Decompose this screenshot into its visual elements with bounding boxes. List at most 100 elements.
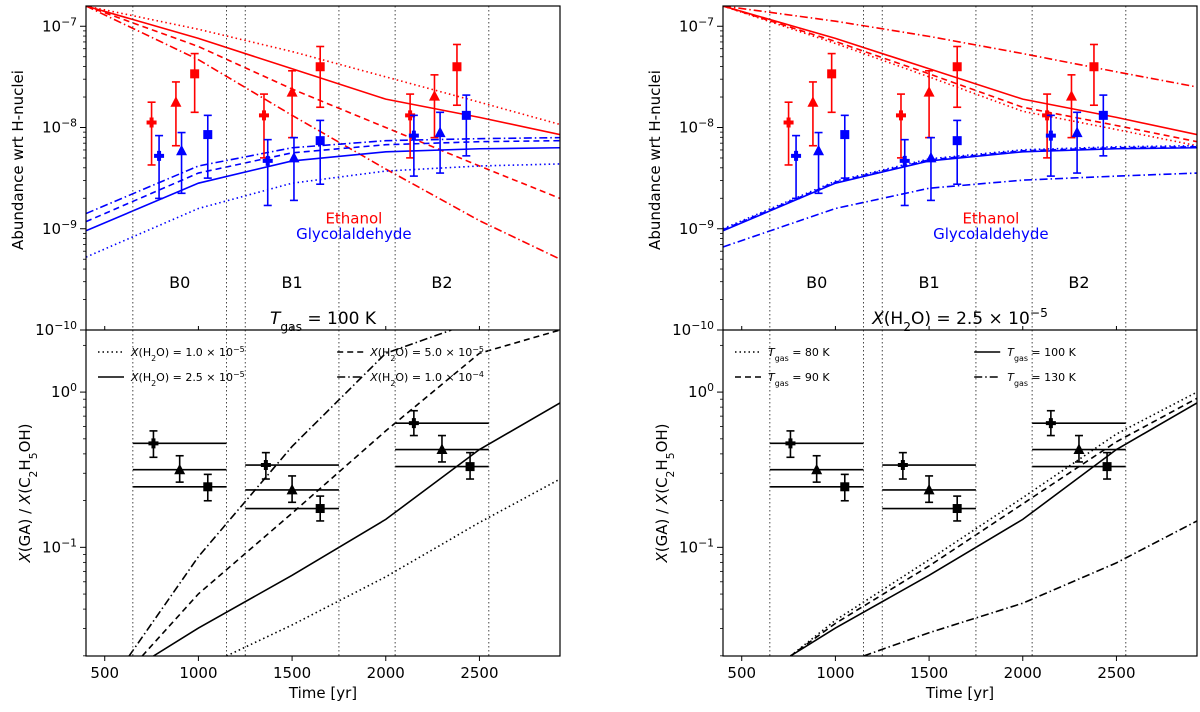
left-glycolaldehyde-obs-5-marker xyxy=(315,136,325,146)
left-legend-label-dashed: X(H2O) = 5.0 × 10−5 xyxy=(369,345,484,363)
right-glycolaldehyde-obs-6-marker xyxy=(1045,130,1056,141)
left-ethanol-obs-7-marker xyxy=(428,90,440,101)
right-glycolaldehyde-obs-0-marker xyxy=(791,150,802,161)
left-top-ytick-tick-label: 10−8 xyxy=(42,116,77,137)
left-ethanol-solid-line xyxy=(86,6,560,136)
left-region-label-B1: B1 xyxy=(282,273,303,292)
left-ratio-obs-1-marker xyxy=(174,463,186,475)
right-glycolaldehyde-obs-2-marker xyxy=(840,130,850,140)
left-legend-label-dotted: X(H2O) = 1.0 × 10−5 xyxy=(130,345,245,363)
left-top-ytick-tick-label: 10−10 xyxy=(35,319,77,340)
right-ethanol-obs-1-marker xyxy=(807,96,819,107)
left-ethanol-obs-2-marker xyxy=(190,69,200,79)
left-ratio-obs-4-marker xyxy=(286,483,298,495)
right-ethanol-dashdot-line xyxy=(723,6,1197,88)
right-top-ylabel: Abundance wrt H-nuclei xyxy=(646,70,664,250)
left-bottom-ylabel: X(GA) / X(C2H5OH) xyxy=(16,423,40,563)
right-region-label-B2: B2 xyxy=(1068,273,1089,292)
right-ratio-solid-line xyxy=(790,402,1197,656)
right-xlabel: Time [yr] xyxy=(925,684,994,702)
left-ratio-obs-3-marker xyxy=(260,460,271,471)
left-glycolaldehyde-obs-7-marker xyxy=(434,126,446,138)
left-legend-label-dashdot: X(H2O) = 1.0 × 10−4 xyxy=(369,370,484,388)
left-ratio-obs-8-marker xyxy=(465,462,475,472)
left-glycolaldehyde-dotted-line xyxy=(86,163,560,258)
left-ethanol-dotted-line xyxy=(86,6,560,126)
right-glycolaldehyde-dashdot-line xyxy=(723,172,1197,248)
left-ethanol-dashdot-line xyxy=(86,6,560,260)
left-bottom-ytick-tick-label: 100 xyxy=(51,381,77,402)
left-ethanol-obs-5-marker xyxy=(315,62,325,72)
left-xlabel: Time [yr] xyxy=(288,684,357,702)
right-glycolaldehyde-obs-7-marker xyxy=(1071,126,1083,138)
right-xtick-label: 500 xyxy=(727,664,756,682)
right-ratio-obs-1-marker xyxy=(811,463,823,475)
right-glycolaldehyde-label: Glycolaldehyde xyxy=(933,225,1049,243)
left-ratio-obs-2-marker xyxy=(203,482,213,492)
left-ratio-solid-line xyxy=(153,402,560,656)
right-bottom-ylabel: X(GA) / X(C2H5OH) xyxy=(653,423,677,563)
right-title: X(H2O) = 2.5 × 10−5 xyxy=(871,306,1048,334)
right-ethanol-solid-line xyxy=(723,6,1197,136)
left-top-ylabel: Abundance wrt H-nuclei xyxy=(9,70,27,250)
left-ratio-obs-7-marker xyxy=(436,443,448,455)
left-glycolaldehyde-obs-4-marker xyxy=(288,151,300,163)
right-bottom-plot-area xyxy=(769,391,1197,656)
right-legend-label-dashed: Tgas = 90 K xyxy=(768,371,830,388)
right-top-ytick-tick-label: 10−9 xyxy=(679,217,714,238)
right-ratio-dashed-line xyxy=(789,397,1197,656)
right-ratio-obs-4-marker xyxy=(923,483,935,495)
right-glycolaldehyde-obs-8-marker xyxy=(1098,110,1108,120)
right-xtick-label: 1000 xyxy=(816,664,854,682)
right-ratio-obs-8-marker xyxy=(1102,462,1112,472)
left-ethanol-label: Ethanol xyxy=(325,210,382,228)
right-bottom-ytick-tick-label: 100 xyxy=(688,381,714,402)
left-title: Tgas = 100 K xyxy=(270,309,377,334)
left-glycolaldehyde-dashed-line xyxy=(86,139,560,223)
right-ratio-obs-3-marker xyxy=(897,460,908,471)
right-xtick-label: 1500 xyxy=(910,664,948,682)
right-ratio-obs-6-marker xyxy=(1045,418,1056,429)
left-frame xyxy=(85,5,561,657)
left-glycolaldehyde-dashdot-line xyxy=(86,136,560,215)
right-glycolaldehyde-obs-5-marker xyxy=(952,136,962,146)
left-top-plot-area xyxy=(86,6,560,260)
right-ethanol-obs-4-marker xyxy=(923,86,935,97)
left-bottom-ytick-tick-label: 10−1 xyxy=(42,536,77,557)
left-xtick-label: 500 xyxy=(90,664,119,682)
right-xtick-label: 2000 xyxy=(1004,664,1042,682)
left-ethanol-obs-8-marker xyxy=(452,62,462,72)
left-ethanol-dashed-line xyxy=(86,6,560,200)
left-region-label-B2: B2 xyxy=(431,273,452,292)
left-xtick-label: 1000 xyxy=(179,664,217,682)
right-glycolaldehyde-solid-line xyxy=(723,146,1197,232)
left-ratio-obs-5-marker xyxy=(315,504,325,514)
left-glycolaldehyde-solid-line xyxy=(86,146,560,232)
left-glycolaldehyde-obs-2-marker xyxy=(203,130,213,140)
right-top-ytick-tick-label: 10−10 xyxy=(672,319,714,340)
left-xtick-label: 2000 xyxy=(367,664,405,682)
right-ethanol-obs-5-marker xyxy=(952,62,962,72)
right-ratio-dashdot-line xyxy=(863,520,1197,656)
right-top-ytick-tick-label: 10−7 xyxy=(679,15,714,36)
left-top-ytick-tick-label: 10−7 xyxy=(42,15,77,36)
right-ethanol-label: Ethanol xyxy=(962,210,1019,228)
left-ethanol-obs-4-marker xyxy=(286,86,298,97)
right-xtick-label: 2500 xyxy=(1097,664,1135,682)
right-ethanol-obs-2-marker xyxy=(827,69,837,79)
right-ethanol-obs-8-marker xyxy=(1089,62,1099,72)
left-ethanol-obs-3-marker xyxy=(258,110,269,121)
left-glycolaldehyde-obs-0-marker xyxy=(154,150,165,161)
right-ethanol-obs-7-marker xyxy=(1065,90,1077,101)
left-ratio-obs-0-marker xyxy=(148,438,159,449)
right-glycolaldehyde-obs-1-marker xyxy=(813,144,825,156)
left-top-ytick-tick-label: 10−9 xyxy=(42,217,77,238)
right-glycolaldehyde-obs-4-marker xyxy=(925,151,937,163)
left-glycolaldehyde-obs-6-marker xyxy=(408,130,419,141)
right-glycolaldehyde-dotted-line xyxy=(723,144,1197,230)
right-ratio-dotted-line xyxy=(789,391,1197,656)
right-bottom-ytick-tick-label: 10−1 xyxy=(679,536,714,557)
left-glycolaldehyde-label: Glycolaldehyde xyxy=(296,225,412,243)
left-ethanol-obs-1-marker xyxy=(170,96,182,107)
